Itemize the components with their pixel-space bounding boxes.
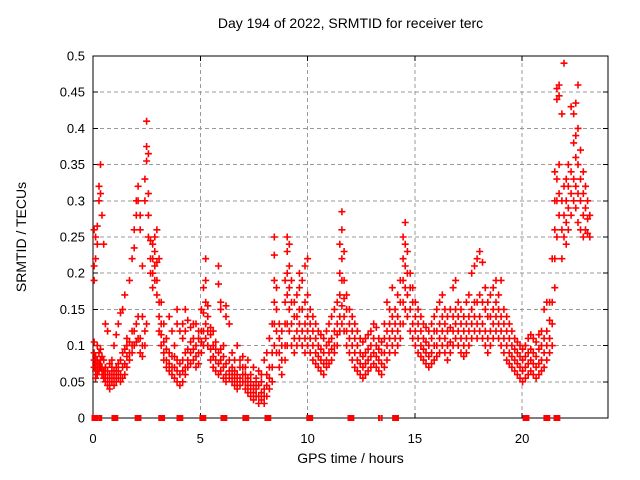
x-tick-label: 15 (408, 431, 422, 446)
x-tick-label: 20 (515, 431, 529, 446)
zero-marker (98, 415, 101, 421)
y-tick-label: 0 (78, 411, 85, 426)
grid-lines (93, 56, 608, 418)
zero-marker (377, 415, 381, 421)
x-tick-label: 10 (300, 431, 314, 446)
zero-marker (264, 415, 272, 421)
y-tick-label: 0.45 (60, 85, 85, 100)
y-tick-label: 0.4 (67, 121, 85, 136)
y-tick-label: 0.15 (60, 302, 85, 317)
zero-marker (199, 415, 207, 421)
zero-marker (306, 415, 314, 421)
y-tick-label: 0.1 (67, 338, 85, 353)
zero-marker (380, 415, 383, 421)
zero-marker (347, 415, 355, 421)
y-tick-label: 0.2 (67, 266, 85, 281)
zero-marker (242, 415, 250, 421)
x-axis-label: GPS time / hours (297, 450, 404, 466)
zero-marker (176, 415, 184, 421)
y-tick-label: 0.05 (60, 374, 85, 389)
zero-marker (158, 415, 166, 421)
x-tick-label: 5 (197, 431, 204, 446)
zero-marker (220, 415, 228, 421)
zero-marker (134, 415, 142, 421)
x-tick-label: 0 (89, 431, 96, 446)
zero-marker (392, 415, 399, 421)
y-tick-label: 0.25 (60, 230, 85, 245)
zero-marker (522, 415, 530, 421)
chart-title: Day 194 of 2022, SRMTID for receiver ter… (217, 15, 484, 31)
y-tick-label: 0.3 (67, 193, 85, 208)
data-points (90, 59, 594, 407)
y-tick-label: 0.5 (67, 49, 85, 64)
zero-marker (553, 415, 561, 421)
zero-marker (100, 415, 103, 421)
zero-marker (91, 415, 99, 421)
y-tick-label: 0.35 (60, 157, 85, 172)
zero-marker (543, 415, 551, 421)
zero-marker (111, 415, 119, 421)
